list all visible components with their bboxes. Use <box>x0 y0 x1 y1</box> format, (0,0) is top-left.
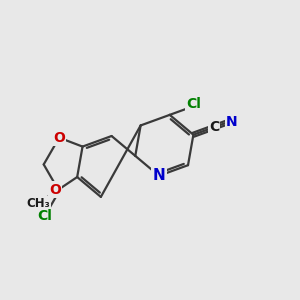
Text: O: O <box>49 182 61 197</box>
Text: O: O <box>53 131 65 145</box>
Text: C: C <box>209 120 219 134</box>
Text: CH₃: CH₃ <box>26 197 50 210</box>
Text: Cl: Cl <box>186 97 201 111</box>
Text: N: N <box>153 168 165 183</box>
Text: Cl: Cl <box>37 209 52 223</box>
Text: N: N <box>226 115 237 129</box>
